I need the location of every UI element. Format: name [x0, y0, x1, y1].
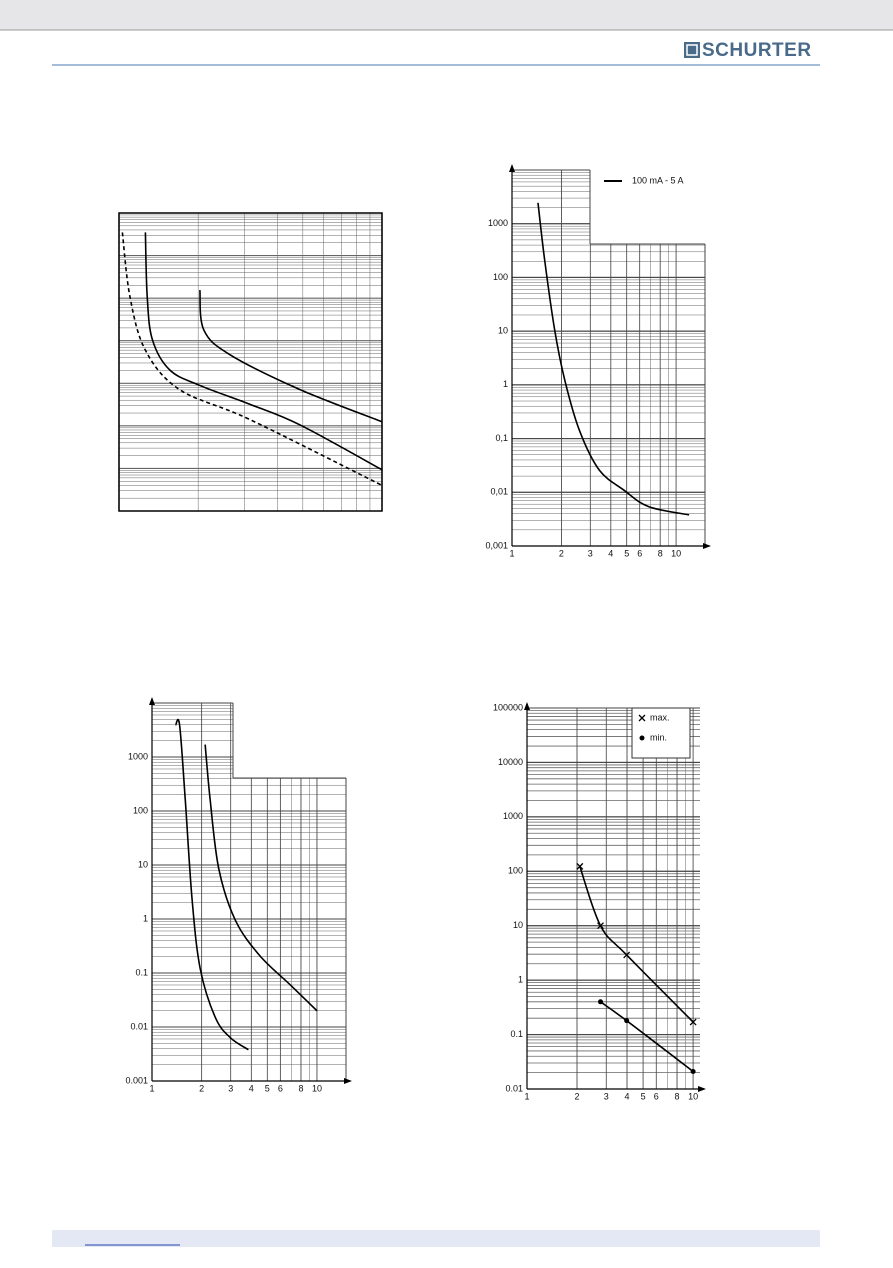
y-tick-label: 0,01	[490, 487, 508, 497]
marker	[624, 1018, 630, 1024]
logo-icon-inner	[686, 44, 698, 56]
x-tick-label: 8	[658, 548, 663, 558]
y-tick-label: 10	[138, 859, 148, 869]
x-tick-label: 2	[575, 1091, 580, 1101]
marker	[576, 862, 584, 870]
x-tick-label: 2	[199, 1083, 204, 1093]
top-bar	[0, 0, 893, 30]
x-tick-label: 4	[625, 1091, 630, 1101]
curve	[199, 289, 383, 423]
curve	[174, 718, 249, 1051]
curve	[204, 744, 318, 1012]
x-tick-label: 6	[278, 1083, 283, 1093]
x-tick-label: 5	[624, 548, 629, 558]
marker	[598, 999, 604, 1005]
x-tick-label: 4	[608, 548, 613, 558]
legend-label: max.	[650, 712, 670, 722]
x-tick-label: 1	[509, 548, 514, 558]
x-tick-label: 10	[671, 548, 681, 558]
marker	[623, 951, 631, 959]
x-axis-arrow	[703, 543, 711, 549]
x-tick-label: 1	[524, 1091, 529, 1101]
curve	[121, 232, 383, 487]
y-tick-label: 1	[518, 975, 523, 985]
y-tick-label: 0,001	[485, 540, 508, 550]
y-tick-label: 10	[513, 920, 523, 930]
y-axis-arrow	[524, 702, 530, 710]
y-tick-label: 1	[143, 913, 148, 923]
y-tick-label: 100	[133, 805, 148, 815]
x-tick-label: 1	[149, 1083, 154, 1093]
y-tick-label: 1000	[488, 218, 508, 228]
legend-swatch	[638, 714, 646, 722]
y-tick-label: 10000	[498, 757, 523, 767]
x-tick-label: 5	[641, 1091, 646, 1101]
y-tick-label: 0.1	[135, 967, 148, 977]
y-tick-label: 0.1	[510, 1029, 523, 1039]
y-tick-label: 100	[508, 866, 523, 876]
y-tick-label: 1	[503, 379, 508, 389]
chart	[118, 212, 383, 512]
y-tick-label: 100000	[493, 702, 523, 712]
y-tick-label: 10	[498, 326, 508, 336]
y-axis-arrow	[149, 697, 155, 705]
curve	[600, 1001, 694, 1073]
curve	[579, 866, 694, 1023]
logo: SCHURTER	[702, 40, 812, 61]
cutout	[233, 700, 349, 778]
y-tick-label: 1000	[503, 811, 523, 821]
legend-box	[631, 707, 691, 759]
curve	[537, 202, 690, 516]
marker	[690, 1068, 696, 1074]
footer-bar	[52, 1230, 820, 1247]
logo-icon	[684, 42, 700, 58]
x-axis-arrow	[344, 1078, 352, 1084]
x-axis-arrow	[698, 1086, 706, 1092]
marker	[597, 922, 604, 930]
x-tick-label: 6	[654, 1091, 659, 1101]
curve	[144, 232, 383, 471]
y-tick-label: 0.01	[130, 1021, 148, 1031]
legend-swatch	[639, 735, 645, 741]
marker	[689, 1018, 697, 1026]
legend-label: 100 mA - 5 A	[632, 175, 684, 185]
y-axis-arrow	[509, 164, 515, 172]
x-tick-label: 10	[688, 1091, 698, 1101]
y-tick-label: 0,1	[495, 433, 508, 443]
frame	[118, 212, 383, 512]
legend-label: min.	[650, 732, 667, 742]
x-tick-label: 8	[298, 1083, 303, 1093]
x-tick-label: 5	[265, 1083, 270, 1093]
x-tick-label: 8	[675, 1091, 680, 1101]
y-tick-label: 1000	[128, 751, 148, 761]
y-tick-label: 100	[493, 272, 508, 282]
x-tick-label: 10	[312, 1083, 322, 1093]
x-tick-label: 3	[604, 1091, 609, 1101]
x-tick-label: 4	[249, 1083, 254, 1093]
x-tick-label: 6	[637, 548, 642, 558]
y-tick-label: 0.001	[125, 1075, 148, 1085]
y-tick-label: 0.01	[505, 1083, 523, 1093]
x-tick-label: 3	[588, 548, 593, 558]
x-tick-label: 2	[559, 548, 564, 558]
x-tick-label: 3	[228, 1083, 233, 1093]
